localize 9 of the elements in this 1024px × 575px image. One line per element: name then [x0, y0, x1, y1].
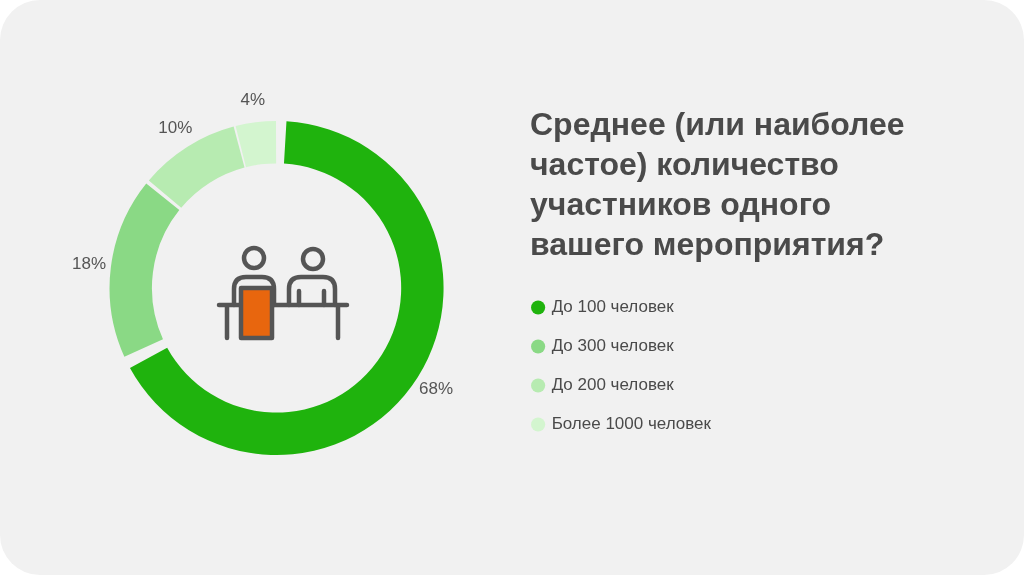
data-label: 68%	[419, 378, 454, 398]
legend-label: До 200 человек	[551, 375, 675, 395]
legend-label: До 300 человек	[551, 336, 675, 356]
data-label: 4%	[240, 90, 266, 110]
legend-label: Более 1000 человек	[551, 414, 712, 434]
legend-label: До 100 человек	[551, 297, 675, 317]
data-label: 10%	[158, 118, 193, 138]
data-label: 18%	[72, 254, 107, 273]
text: Среднее (или наиболее частое) количество участников одного вашего мероприятия?	[530, 105, 906, 264]
